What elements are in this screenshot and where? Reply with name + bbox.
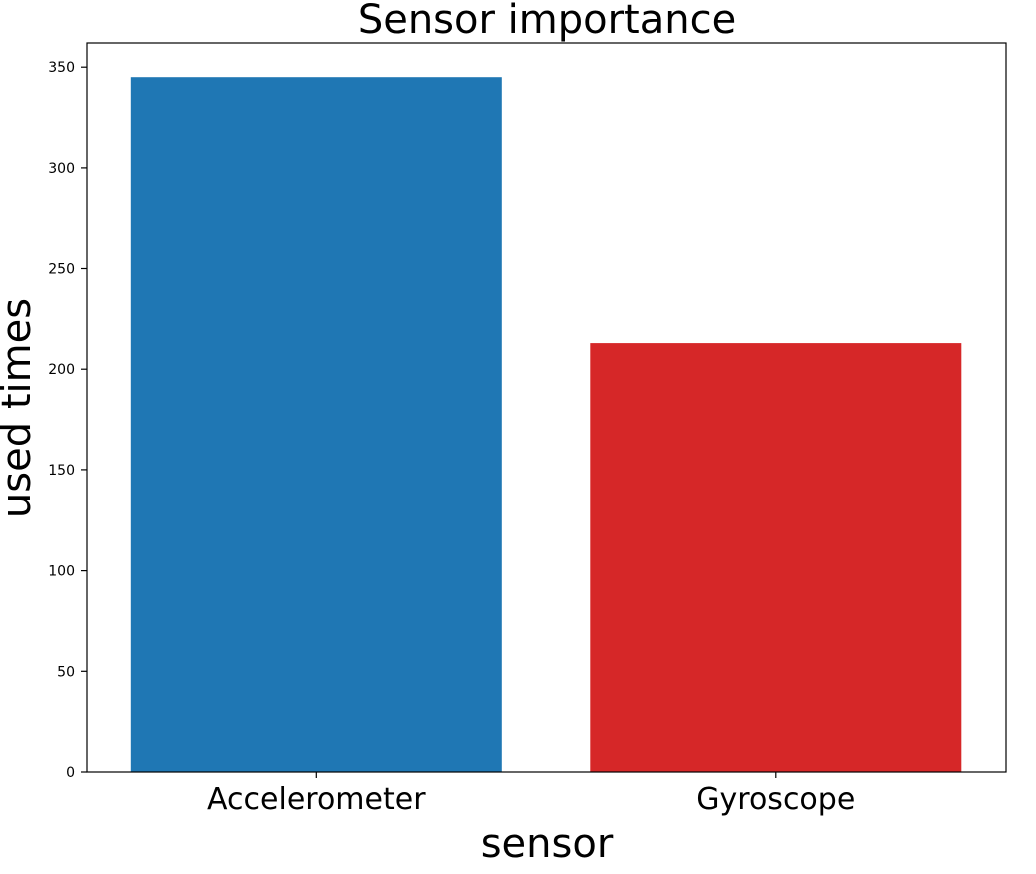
y-tick-label: 100: [48, 564, 75, 580]
y-tick-label: 300: [48, 161, 75, 177]
chart-title: Sensor importance: [358, 0, 736, 43]
bars-layer: [130, 77, 962, 772]
y-tick-label: 200: [48, 362, 75, 378]
plot-area-frame: [86, 42, 1007, 773]
y-axis-label: used times: [0, 298, 40, 518]
y-tick-label: 250: [48, 262, 75, 278]
y-axis: 0 50 100 150 200 250 300 350: [48, 60, 87, 781]
y-tick-label: 0: [66, 765, 75, 781]
bar-accelerometer: [130, 77, 502, 772]
y-tick-label: 350: [48, 60, 75, 76]
x-axis-label: sensor: [481, 821, 614, 867]
y-tick-label: 150: [48, 463, 75, 479]
bar-gyroscope: [590, 343, 962, 772]
x-tick-label: Accelerometer: [207, 782, 426, 817]
y-tick-label: 50: [57, 664, 75, 680]
x-axis: Accelerometer Gyroscope: [207, 772, 855, 817]
x-tick-label: Gyroscope: [696, 782, 855, 817]
